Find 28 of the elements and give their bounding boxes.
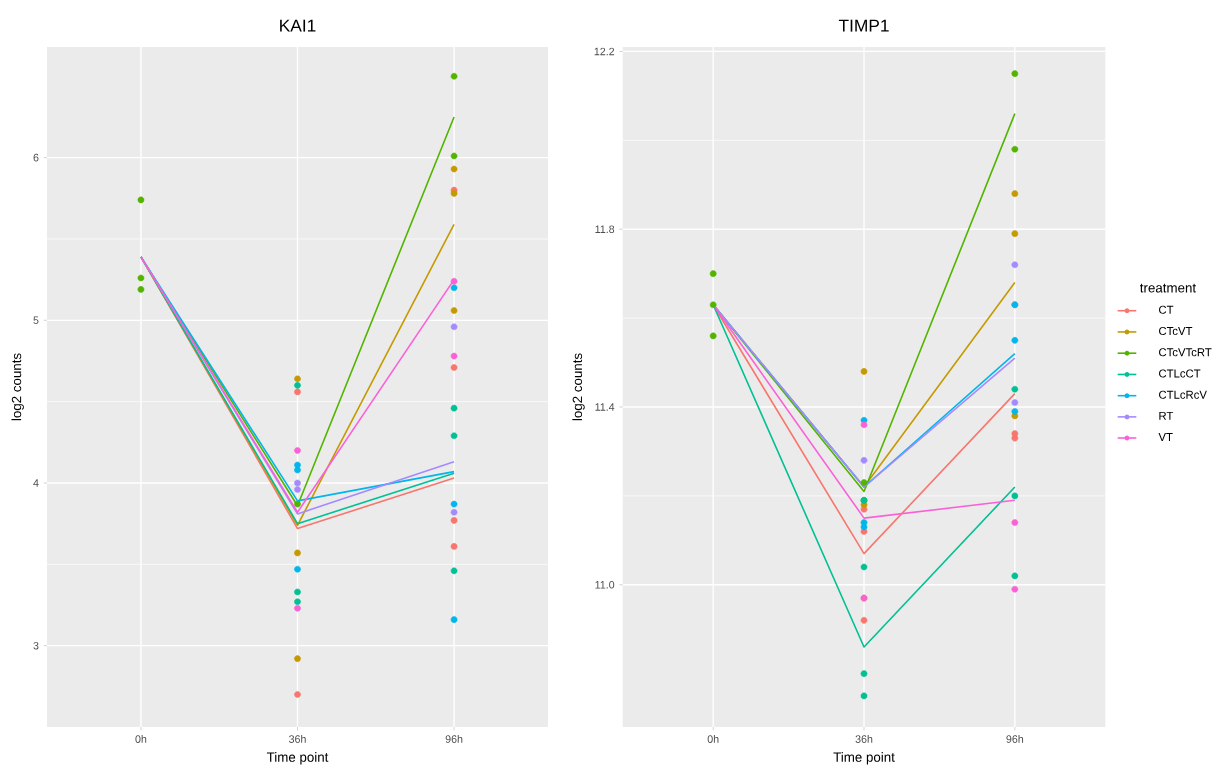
y-tick-label: 3 xyxy=(33,641,39,650)
y-tick-label: 5 xyxy=(33,316,39,325)
y-tick-label: 11.8 xyxy=(595,225,615,233)
x-tick-label: 0h xyxy=(707,735,719,743)
legend-label: CTcVTcRT xyxy=(1159,348,1212,357)
chart-title: TIMP1 xyxy=(838,19,889,32)
legend-label: CT xyxy=(1159,305,1174,314)
y-tick-label: 11.4 xyxy=(595,403,615,411)
legend-label: VT xyxy=(1158,433,1173,441)
legend-label: RT xyxy=(1159,411,1174,420)
x-tick-label: 96h xyxy=(445,735,463,743)
x-tick-label: 36h xyxy=(855,735,873,743)
y-tick-label: 12.2 xyxy=(594,47,615,56)
chart-title: KAI1 xyxy=(280,19,316,32)
y-axis-title: log2 counts xyxy=(572,353,585,421)
legend-title: treatment xyxy=(1139,283,1197,293)
x-tick-label: 96h xyxy=(1006,735,1024,743)
y-tick-label: 4 xyxy=(33,479,39,487)
y-tick-label: 11.0 xyxy=(595,581,615,589)
x-axis-title: Time point xyxy=(266,752,329,765)
x-tick-label: 0h xyxy=(135,735,147,743)
legend-label: CTcVT xyxy=(1159,327,1193,336)
x-axis-title: Time point xyxy=(833,752,895,765)
legend-label: CTLcRcV xyxy=(1159,390,1207,399)
y-tick-label: 6 xyxy=(33,153,39,162)
legend-label: CTLcCT xyxy=(1159,369,1201,378)
x-tick-label: 36h xyxy=(289,735,306,743)
y-axis-title: log2 counts xyxy=(11,353,24,421)
